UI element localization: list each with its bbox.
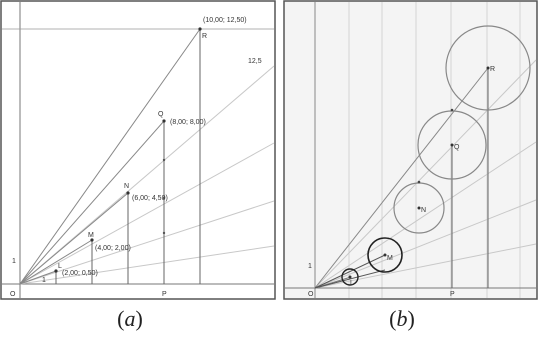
point-n [126,191,130,195]
point-label-q: Q [158,111,164,118]
point-label-m: M [88,232,94,239]
circle-l [341,268,359,286]
light-ray [314,59,537,289]
point-label-l: L [58,263,62,270]
point-r [198,27,202,31]
point-label-m: M [387,255,393,262]
ray-n [19,192,129,285]
point-coords-m: (4,00; 2,00) [95,245,131,252]
panel-a-figure: O 1 1 P 12,5 L (2,00; 0,50) M (4,00; 2,0… [0,0,276,300]
point-m [383,253,387,257]
foot-label-p: P [450,291,455,298]
light-ray [19,245,275,285]
mark-dot [162,231,166,235]
y-axis-tick-label: 1 [12,258,16,265]
main-ray [19,28,201,285]
point-r [486,66,490,70]
point-label-n: N [124,183,129,190]
point-coords-l: (2,00; 0,50) [62,270,98,277]
point-label-l: L [350,280,354,287]
mark-dot [162,158,166,162]
origin-label: O [10,291,16,298]
x-axis-tick-label: 1 [42,277,46,284]
point-q [450,143,454,147]
point-coords-q: (8,00; 8,00) [170,119,206,126]
light-ray [314,243,537,289]
point-n [417,206,421,210]
mark-dot [450,108,454,112]
ray-m-lower [314,269,386,289]
caption-a-letter: a [124,306,136,331]
light-ray [19,65,275,285]
slope-label: 12,5 [248,58,262,65]
point-l [54,269,58,273]
caption-b: (b) [389,306,415,331]
light-ray [19,142,275,285]
mark-dot [417,180,421,184]
light-ray [19,200,275,285]
foot-label-p: P [162,291,167,298]
point-label-r: R [490,66,495,73]
light-ray [314,199,537,289]
panel-b-frame [283,0,538,300]
ray-m [19,239,93,285]
panel-b-figure: O 1 P L M N Q R [283,0,538,300]
circle-m [367,237,403,273]
panel-a: O 1 1 P 12,5 L (2,00; 0,50) M (4,00; 2,0… [0,0,276,300]
origin-label: O [308,291,314,298]
panel-b: O 1 P L M N Q R [283,0,538,300]
ray-m [314,254,386,289]
point-coords-n: (6,00; 4,50) [132,195,168,202]
ray-q [19,120,165,285]
point-q [162,119,166,123]
y-axis-tick-label: 1 [308,263,312,270]
caption-b-letter: b [396,306,408,331]
mark-dot [162,196,166,200]
light-ray [314,141,537,289]
point-label-r: R [202,33,207,40]
main-ray [314,67,489,289]
point-label-q: Q [454,144,460,151]
point-l [348,275,352,279]
caption-a: (a) [117,306,143,331]
point-coords-r: (10,00; 12,50) [203,17,247,24]
point-m [90,238,94,242]
ray-l [19,270,57,285]
circle-r [445,25,531,111]
point-label-n: N [421,207,426,214]
